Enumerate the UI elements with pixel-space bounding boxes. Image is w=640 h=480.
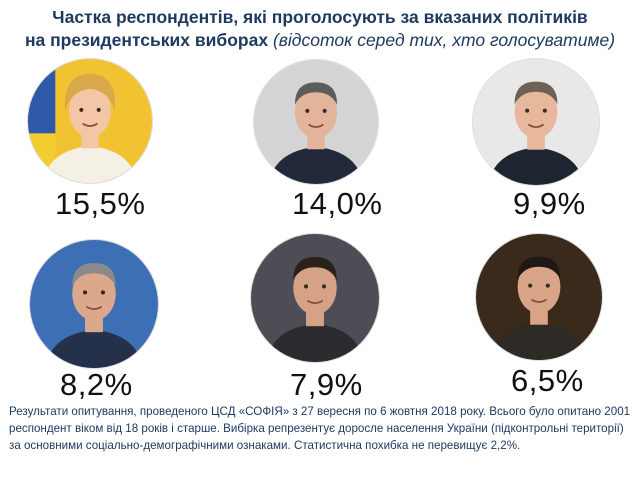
portrait-mouth: [308, 123, 324, 128]
candidate-portrait-5: [251, 234, 379, 362]
flag-yellow-stripe: [28, 133, 56, 183]
portrait-suit: [491, 322, 587, 360]
portrait-illustration: [251, 234, 379, 362]
portrait-illustration: [473, 59, 599, 185]
portrait-mouth: [82, 122, 98, 127]
candidate-portrait-4: [30, 240, 158, 368]
portrait-face: [293, 260, 337, 315]
candidate-portrait-1: [28, 59, 152, 183]
portrait-hair: [64, 73, 116, 112]
portrait-eye: [545, 283, 550, 288]
portrait-eye: [305, 108, 310, 113]
survey-footnote: Результати опитування, проведеного ЦСД «…: [9, 405, 631, 452]
portrait-illustration: [28, 59, 152, 183]
portrait-suit: [45, 329, 143, 368]
portrait-hair: [514, 81, 558, 105]
candidate-percentage-2: 14,0%: [292, 186, 383, 221]
portrait-mouth: [306, 299, 324, 305]
portrait-hair: [294, 82, 338, 105]
portrait-eye: [321, 284, 327, 289]
portrait-eye: [82, 290, 88, 295]
portrait-eye: [79, 107, 84, 112]
portrait-eye: [100, 290, 106, 295]
candidate-percentage-1: 15,5%: [55, 186, 146, 221]
portrait-eye: [528, 283, 533, 288]
portrait-suit: [42, 145, 138, 183]
candidate-percentage-5: 7,9%: [290, 367, 363, 402]
candidate-portrait-3: [473, 59, 599, 185]
portrait-illustration: [30, 240, 158, 368]
portrait-mouth: [527, 123, 545, 128]
title-line-2: на президентських виборах (відсоток сере…: [0, 29, 640, 52]
portrait-eye: [303, 284, 309, 289]
portrait-face: [294, 86, 338, 139]
portrait-illustration: [254, 60, 378, 184]
chart-title: Частка респондентів, які проголосують за…: [0, 6, 640, 52]
portrait-illustration: [476, 234, 602, 360]
portrait-eye: [542, 108, 547, 113]
portrait-face: [517, 260, 561, 314]
portrait-suit: [266, 323, 364, 362]
flag-blue-stripe: [28, 59, 56, 134]
portrait-face: [68, 85, 112, 138]
portrait-suit: [488, 147, 584, 185]
candidate-percentage-4: 8,2%: [60, 367, 133, 402]
portrait-mouth: [85, 305, 103, 311]
candidate-percentage-6: 6,5%: [511, 363, 584, 398]
title-line-1: Частка респондентів, які проголосують за…: [52, 7, 588, 27]
title-line-2-note: (відсоток серед тих, хто голосуватиме): [272, 30, 616, 50]
portrait-hair: [517, 256, 561, 280]
portrait-mouth: [530, 298, 548, 303]
candidate-portrait-6: [476, 234, 602, 360]
candidate-percentage-3: 9,9%: [513, 186, 586, 221]
portrait-eye: [96, 107, 101, 112]
portrait-face: [72, 266, 116, 321]
candidate-portrait-2: [254, 60, 378, 184]
portrait-eye: [322, 108, 327, 113]
portrait-hair: [293, 257, 337, 281]
title-line-2-main: на президентських виборах: [24, 30, 269, 50]
portrait-suit: [268, 146, 364, 184]
portrait-eye: [525, 108, 530, 113]
portrait-hair: [72, 263, 116, 287]
portrait-face: [514, 85, 558, 139]
